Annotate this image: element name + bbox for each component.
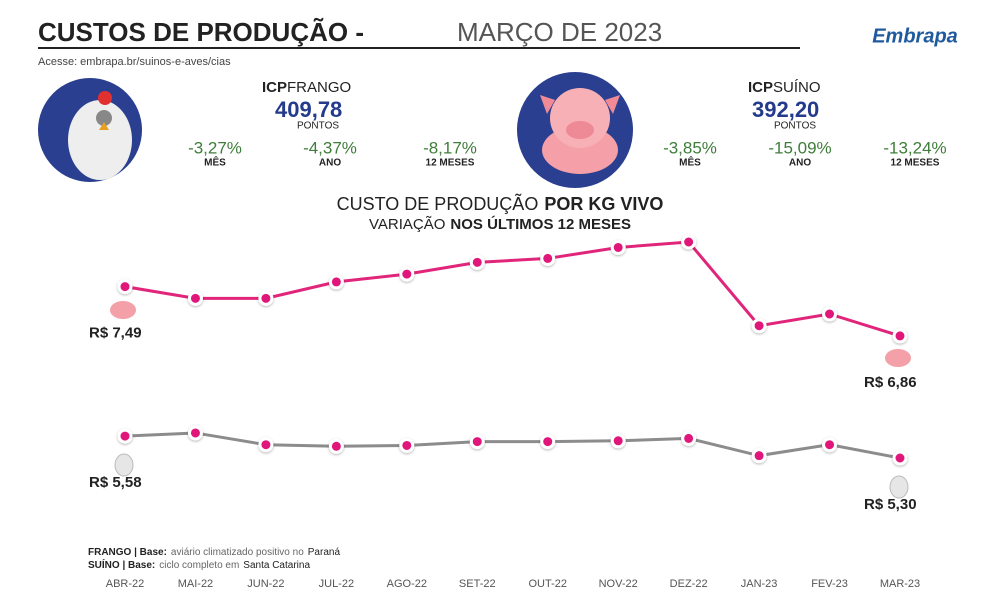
chicken-icon bbox=[38, 78, 142, 182]
note-text: ciclo completo em bbox=[159, 560, 239, 571]
point bbox=[469, 434, 485, 450]
chart-title-part: CUSTO DE PRODUÇÃO bbox=[337, 193, 539, 214]
icp-value: 409,78 bbox=[275, 97, 342, 122]
x-tick-label: AGO-22 bbox=[387, 578, 427, 590]
value-label: R$ 5,30 bbox=[864, 496, 917, 513]
change-label: 12 MESES bbox=[891, 158, 940, 169]
pig-icon bbox=[517, 72, 633, 188]
x-tick-label: FEV-23 bbox=[811, 578, 848, 590]
change-label: MÊS bbox=[679, 156, 701, 169]
icp-prefix: ICP bbox=[262, 79, 287, 96]
point bbox=[328, 274, 344, 290]
point bbox=[610, 239, 626, 255]
point bbox=[681, 430, 697, 446]
x-tick-label: OUT-22 bbox=[528, 578, 567, 590]
x-tick-label: DEZ-22 bbox=[670, 578, 708, 590]
chart-subtitle-bold: NOS ÚLTIMOS 12 MESES bbox=[450, 215, 631, 233]
change-label: MÊS bbox=[204, 156, 226, 169]
x-tick-label: MAR-23 bbox=[880, 578, 920, 590]
icp-label: ICPFRANGO bbox=[262, 79, 351, 96]
change-value: -3,85% bbox=[663, 138, 717, 157]
icp-prefix: ICP bbox=[748, 79, 773, 96]
note-place: Paraná bbox=[308, 547, 341, 558]
point bbox=[822, 437, 838, 453]
change-label: ANO bbox=[789, 158, 811, 169]
point bbox=[469, 254, 485, 270]
value-label: R$ 7,49 bbox=[89, 325, 142, 342]
note: SUÍNO | Base: ciclo completo em Santa Cata… bbox=[88, 558, 310, 571]
point bbox=[822, 306, 838, 322]
change-value: -4,37% bbox=[303, 138, 357, 157]
chart-title-bold: POR KG VIVO bbox=[544, 194, 663, 214]
value-label: R$ 5,58 bbox=[89, 474, 142, 491]
change-value: -15,09% bbox=[768, 138, 831, 157]
icp-unit: PONTOS bbox=[774, 121, 816, 132]
point bbox=[258, 437, 274, 453]
icp-frango: ICPFRANGO 409,78 PONTOS bbox=[262, 79, 351, 132]
chart-title: CUSTO DE PRODUÇÃO POR KG VIVO bbox=[337, 193, 664, 214]
x-tick-label: JUN-22 bbox=[247, 578, 284, 590]
point bbox=[258, 290, 274, 306]
point bbox=[540, 250, 556, 266]
change-value: -8,17% bbox=[423, 138, 477, 157]
point bbox=[399, 266, 415, 282]
series-line bbox=[124, 431, 901, 460]
point bbox=[751, 318, 767, 334]
point bbox=[540, 434, 556, 450]
point bbox=[399, 437, 415, 453]
point bbox=[117, 428, 133, 444]
change-label: 12 MESES bbox=[426, 158, 475, 169]
note-place: Santa Catarina bbox=[243, 560, 310, 571]
icp-suino: ICPSUÍNO 392,20 PONTOS bbox=[748, 79, 821, 132]
chart-subtitle: VARIAÇÃO NOS ÚLTIMOS 12 MESES bbox=[369, 215, 631, 233]
subtitle: MARÇO DE 2023 bbox=[457, 17, 662, 47]
icp-label: ICPSUÍNO bbox=[748, 79, 821, 96]
notes: FRANGO | Base: aviário climatizado positi… bbox=[88, 547, 340, 571]
point bbox=[751, 448, 767, 464]
value-label: R$ 6,86 bbox=[864, 374, 917, 391]
x-tick-label: JUL-22 bbox=[319, 578, 354, 590]
pig-mini bbox=[110, 301, 911, 367]
link: Acesse: embrapa.br/suinos-e-aves/cias bbox=[38, 56, 231, 68]
note: FRANGO | Base: aviário climatizado positi… bbox=[88, 547, 340, 558]
icp-value: 392,20 bbox=[752, 97, 819, 122]
point bbox=[681, 234, 697, 250]
point bbox=[187, 290, 203, 306]
x-tick-label: NOV-22 bbox=[599, 578, 638, 590]
note-label: FRANGO | Base: bbox=[88, 547, 167, 558]
point bbox=[610, 433, 626, 449]
note-text: aviário climatizado positivo no bbox=[171, 547, 304, 558]
point bbox=[328, 438, 344, 454]
point bbox=[187, 425, 203, 441]
title: CUSTOS DE PRODUÇÃO - bbox=[38, 17, 364, 47]
logo: Embrapa bbox=[872, 25, 958, 47]
point bbox=[117, 279, 133, 295]
x-tick-label: MAI-22 bbox=[178, 578, 213, 590]
chart-subtitle-part: VARIAÇÃO bbox=[369, 216, 445, 233]
x-tick-label: JAN-23 bbox=[741, 578, 778, 590]
icp-unit: PONTOS bbox=[297, 121, 339, 132]
chicken-mini bbox=[114, 453, 909, 499]
point bbox=[892, 328, 908, 344]
change-value: -3,27% bbox=[188, 138, 242, 157]
change-label: ANO bbox=[319, 158, 341, 169]
point bbox=[892, 450, 908, 466]
icp-name: SUÍNO bbox=[773, 79, 821, 96]
x-tick-label: ABR-22 bbox=[106, 578, 145, 590]
x-tick-label: SET-22 bbox=[459, 578, 496, 590]
change-value: -13,24% bbox=[883, 138, 946, 157]
note-label: SUÍNO | Base: bbox=[88, 558, 155, 571]
series-line bbox=[124, 240, 901, 338]
icp-name: FRANGO bbox=[287, 79, 351, 96]
